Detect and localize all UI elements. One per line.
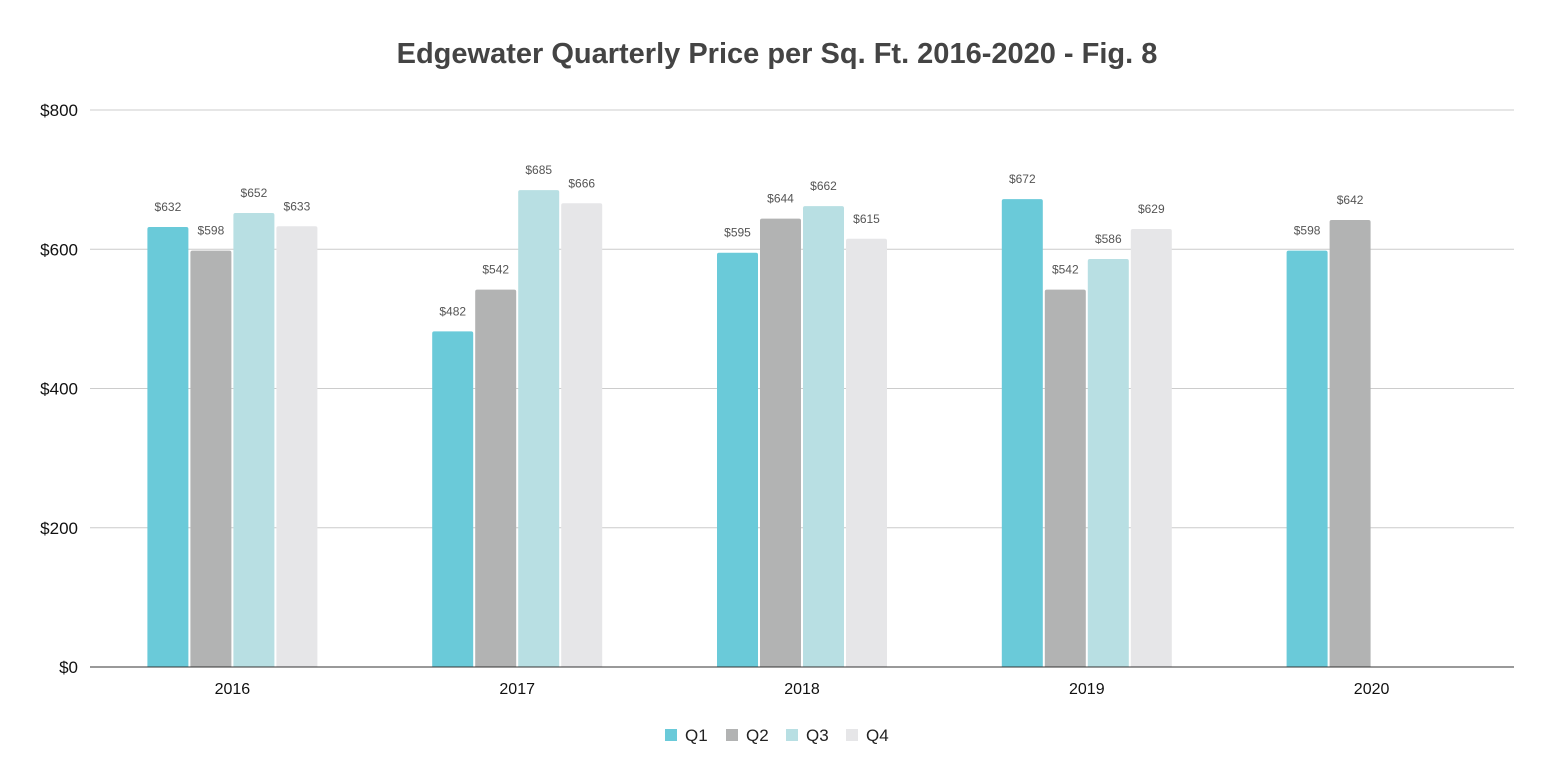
gridlines	[90, 109, 1514, 529]
y-tick-label: $800	[40, 101, 78, 120]
data-label: $642	[1337, 193, 1364, 207]
bar-q1-2016	[147, 226, 189, 667]
data-label: $598	[198, 224, 225, 238]
data-labels: $632 $598 $652 $633 $482 $542 $685 $666 $595 $644…	[155, 163, 1364, 318]
legend-swatch	[726, 729, 738, 741]
x-tick-label: 2018	[784, 681, 820, 698]
bar-q2-2019	[1044, 289, 1086, 667]
bar-q4-2017	[561, 203, 603, 668]
data-label: $633	[284, 199, 311, 213]
data-label: $629	[1138, 202, 1165, 216]
data-label: $652	[241, 186, 268, 200]
y-axis: $0 $200 $400 $600 $800	[40, 101, 78, 677]
bar-q4-2019	[1130, 229, 1172, 667]
data-label: $586	[1095, 232, 1122, 246]
x-tick-label: 2020	[1354, 681, 1390, 698]
bars	[147, 190, 1371, 668]
bar-q2-2018	[760, 218, 801, 668]
data-label: $644	[767, 192, 794, 206]
legend-item-q4[interactable]: Q4	[846, 726, 889, 745]
legend-label: Q1	[685, 726, 708, 745]
bar-q1-2020	[1286, 250, 1328, 667]
y-tick-label: $0	[59, 658, 78, 677]
x-tick-label: 2016	[215, 681, 251, 698]
data-label: $542	[1052, 263, 1079, 277]
data-label: $615	[853, 212, 880, 226]
bar-q3-2018	[803, 206, 844, 667]
y-tick-label: $600	[40, 240, 78, 259]
bar-q2-2017	[475, 289, 517, 667]
legend-item-q3[interactable]: Q3	[786, 726, 829, 745]
data-label: $685	[525, 163, 552, 177]
bar-q3-2017	[518, 190, 560, 667]
data-label: $482	[439, 304, 466, 318]
legend-label: Q3	[806, 726, 829, 745]
data-label: $666	[568, 176, 595, 190]
legend[interactable]: Q1 Q2 Q3 Q4	[665, 726, 889, 745]
bar-q1-2019	[1001, 199, 1043, 667]
y-tick-label: $200	[40, 519, 78, 538]
legend-swatch	[665, 729, 677, 741]
data-label: $662	[810, 179, 837, 193]
legend-item-q1[interactable]: Q1	[665, 726, 708, 745]
legend-item-q2[interactable]: Q2	[726, 726, 769, 745]
bar-q1-2017	[432, 331, 474, 667]
bar-q2-2020	[1329, 220, 1371, 667]
data-label: $598	[1294, 224, 1321, 238]
legend-label: Q2	[746, 726, 769, 745]
chart-title: Edgewater Quarterly Price per Sq. Ft. 20…	[396, 38, 1158, 70]
data-label: $595	[724, 226, 751, 240]
bar-q4-2018	[846, 238, 887, 667]
data-label: $542	[482, 263, 509, 277]
bar-q3-2016	[233, 213, 275, 668]
bar-q3-2019	[1087, 258, 1129, 667]
bar-q1-2018	[717, 252, 758, 667]
data-label: $672	[1009, 172, 1036, 186]
bar-q4-2016	[276, 226, 318, 667]
legend-swatch	[846, 729, 858, 741]
x-axis: 2016 2017 2018 2019 2020	[90, 666, 1514, 698]
bar-q2-2016	[190, 250, 232, 667]
legend-label: Q4	[866, 726, 889, 745]
data-label: $632	[155, 200, 182, 214]
x-tick-label: 2017	[499, 681, 535, 698]
legend-swatch	[786, 729, 798, 741]
y-tick-label: $400	[40, 380, 78, 399]
x-tick-label: 2019	[1069, 681, 1105, 698]
